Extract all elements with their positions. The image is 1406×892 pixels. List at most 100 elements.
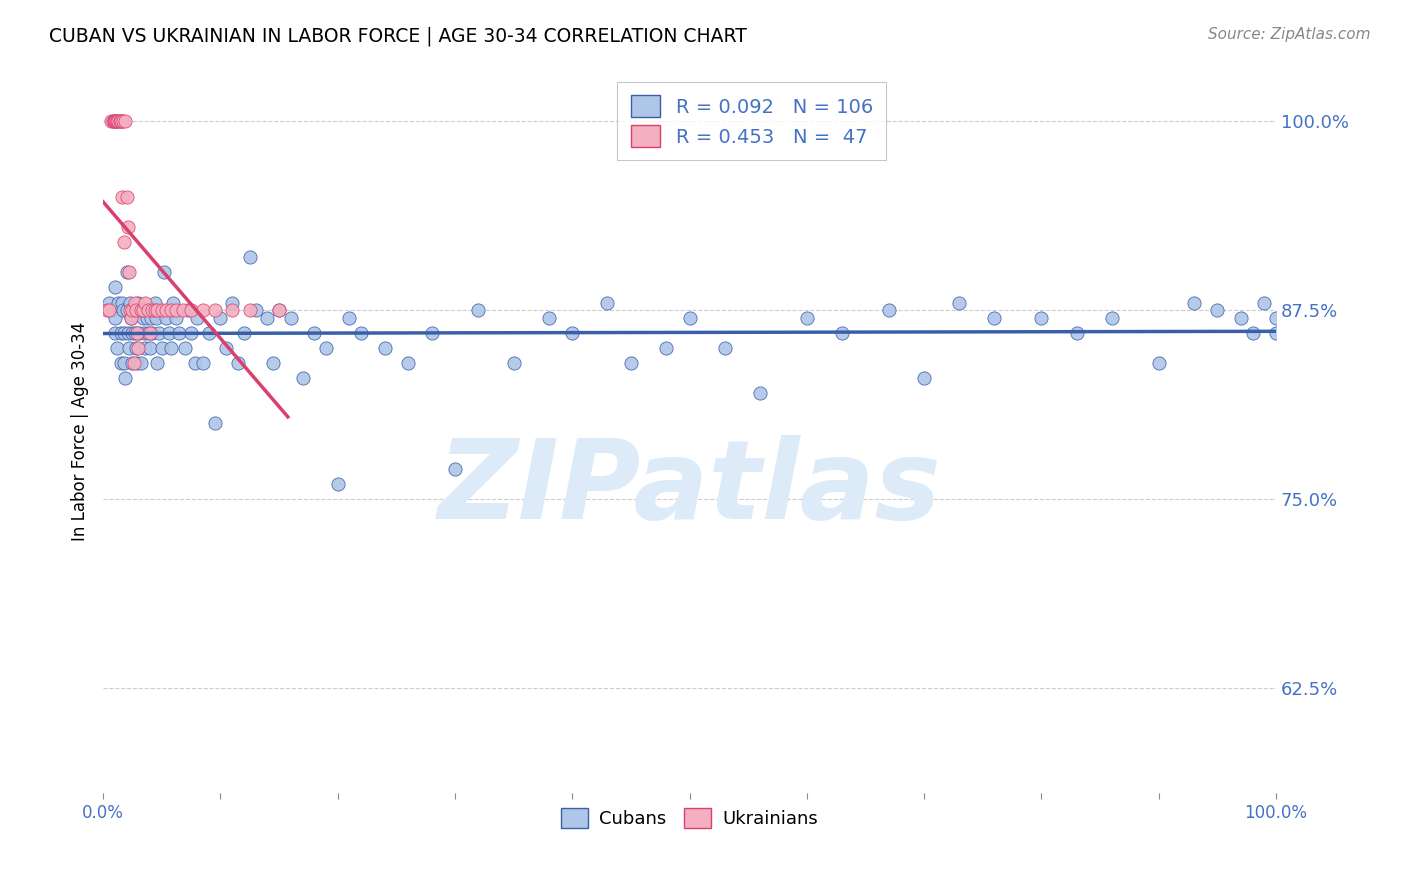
Point [1031, 310, 1053, 325]
Point [239, 303, 262, 318]
Point [444, 461, 467, 475]
Point [110, 356, 132, 370]
Point [107, 295, 129, 310]
Point [1229, 310, 1251, 325]
Point [232, 326, 254, 340]
Point [132, 303, 155, 318]
Point [1101, 310, 1123, 325]
Point [125, 303, 148, 318]
Point [339, 310, 361, 325]
Point [174, 341, 197, 355]
Point [141, 326, 163, 340]
Point [374, 341, 396, 355]
Point [104, 280, 127, 294]
Point [110, 114, 132, 128]
Point [748, 386, 770, 401]
Point [118, 265, 141, 279]
Point [134, 295, 156, 310]
Point [136, 303, 159, 318]
Point [112, 303, 135, 318]
Point [127, 341, 149, 355]
Point [239, 250, 262, 264]
Text: ZIPatlas: ZIPatlas [437, 435, 942, 542]
Point [215, 341, 238, 355]
Point [267, 303, 290, 318]
Point [134, 341, 156, 355]
Point [150, 303, 173, 318]
Point [122, 356, 145, 370]
Point [983, 310, 1005, 325]
Point [141, 310, 163, 325]
Point [172, 303, 194, 318]
Point [620, 356, 643, 370]
Point [110, 114, 132, 128]
Point [115, 265, 138, 279]
Point [112, 235, 135, 249]
Point [114, 114, 136, 128]
Point [132, 310, 155, 325]
Point [877, 303, 900, 318]
Point [100, 114, 122, 128]
Point [112, 356, 135, 370]
Point [153, 265, 176, 279]
Point [125, 341, 148, 355]
Point [121, 326, 143, 340]
Point [912, 371, 935, 385]
Point [655, 341, 678, 355]
Point [396, 356, 419, 370]
Point [105, 114, 128, 128]
Point [256, 310, 278, 325]
Point [122, 303, 145, 318]
Point [165, 303, 187, 318]
Point [157, 326, 180, 340]
Point [124, 326, 146, 340]
Point [120, 303, 142, 318]
Point [141, 303, 163, 318]
Point [209, 310, 232, 325]
Point [180, 303, 202, 318]
Point [420, 326, 443, 340]
Point [120, 310, 142, 325]
Point [139, 341, 162, 355]
Point [145, 310, 167, 325]
Point [502, 356, 524, 370]
Point [111, 190, 134, 204]
Point [117, 220, 139, 235]
Point [1253, 295, 1275, 310]
Point [121, 356, 143, 370]
Point [107, 114, 129, 128]
Point [162, 295, 184, 310]
Point [104, 310, 127, 325]
Legend: Cubans, Ukrainians: Cubans, Ukrainians [554, 801, 825, 835]
Point [114, 371, 136, 385]
Point [302, 326, 325, 340]
Point [160, 303, 183, 318]
Point [134, 326, 156, 340]
Point [139, 326, 162, 340]
Point [183, 356, 205, 370]
Point [1147, 356, 1170, 370]
Point [221, 295, 243, 310]
Point [315, 341, 337, 355]
Point [221, 303, 243, 318]
Point [596, 295, 619, 310]
Point [155, 310, 177, 325]
Point [1241, 326, 1264, 340]
Point [169, 326, 191, 340]
Point [108, 114, 131, 128]
Point [226, 356, 249, 370]
Point [104, 114, 127, 128]
Point [129, 356, 152, 370]
Point [112, 326, 135, 340]
Point [104, 326, 127, 340]
Point [713, 341, 735, 355]
Point [1265, 310, 1288, 325]
Point [127, 295, 149, 310]
Point [262, 356, 284, 370]
Point [120, 310, 142, 325]
Point [204, 303, 226, 318]
Point [176, 303, 198, 318]
Point [135, 310, 157, 325]
Point [148, 326, 170, 340]
Point [155, 303, 177, 318]
